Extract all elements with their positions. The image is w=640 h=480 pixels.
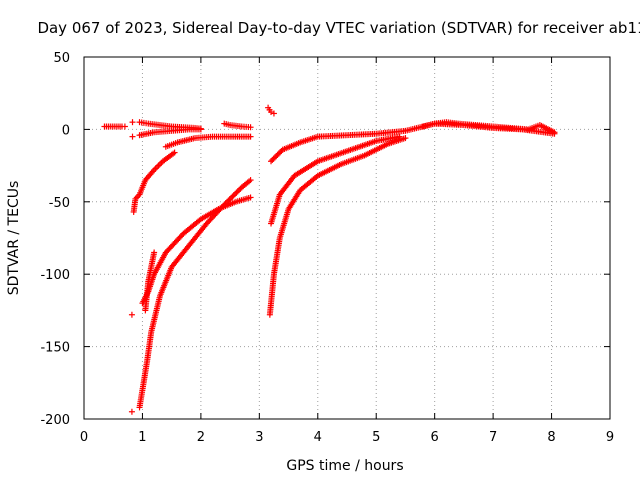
data-point — [551, 129, 558, 136]
data-point — [270, 110, 277, 117]
data-point — [225, 197, 232, 204]
data-point — [226, 196, 233, 203]
data-point — [247, 133, 254, 140]
series-arc-12 — [268, 133, 403, 227]
x-tick-label: 5 — [372, 430, 380, 445]
data-point — [121, 123, 128, 130]
data-point — [230, 192, 237, 199]
series-arc-7 — [142, 249, 158, 314]
data-point — [223, 199, 230, 206]
data-point — [222, 200, 229, 207]
data-point — [228, 195, 235, 202]
data-point — [151, 249, 158, 256]
x-axis-ticks: 0 1 2 3 4 5 6 7 8 9 — [80, 57, 614, 445]
series-arc-9 — [221, 120, 254, 131]
data-points — [101, 104, 558, 415]
stray-point — [129, 133, 136, 140]
x-tick-label: 8 — [547, 430, 555, 445]
plot-frame — [83, 56, 611, 420]
x-tick-label: 9 — [606, 430, 614, 445]
series-arc-8 — [162, 133, 254, 150]
x-axis-label: GPS time / hours — [286, 458, 403, 474]
y-tick-label: 50 — [53, 51, 70, 66]
data-point — [233, 189, 240, 196]
data-point — [229, 193, 236, 200]
y-tick-label: -50 — [49, 196, 70, 211]
data-point — [247, 194, 254, 201]
x-tick-label: 4 — [314, 430, 322, 445]
stray-point — [128, 408, 135, 415]
series-arc-3 — [136, 126, 204, 139]
data-point — [232, 191, 239, 198]
y-tick-label: -150 — [40, 341, 70, 356]
series-arc-14 — [419, 119, 558, 136]
y-axis-label: SDTVAR / TECUs — [6, 181, 22, 296]
y-tick-label: 0 — [62, 123, 70, 138]
y-tick-label: -200 — [40, 413, 70, 428]
stray-point — [128, 311, 135, 318]
data-point — [247, 177, 254, 184]
data-point — [278, 147, 285, 154]
chart-title: Day 067 of 2023, Sidereal Day-to-day VTE… — [37, 19, 640, 37]
stray-point — [129, 119, 136, 126]
x-tick-label: 0 — [80, 430, 88, 445]
series-arc-13 — [266, 135, 409, 318]
data-point — [236, 186, 243, 193]
x-tick-label: 1 — [138, 430, 146, 445]
data-point — [402, 135, 409, 142]
x-tick-label: 2 — [197, 430, 205, 445]
data-point — [234, 188, 241, 195]
series-arc-6 — [136, 177, 254, 411]
series-arc-1 — [101, 123, 128, 130]
data-point — [247, 124, 254, 131]
y-tick-label: -100 — [40, 268, 70, 283]
series-arc-4 — [130, 149, 178, 215]
x-tick-label: 7 — [489, 430, 497, 445]
data-point — [197, 126, 204, 133]
x-tick-label: 3 — [255, 430, 263, 445]
data-point — [220, 203, 227, 210]
data-point — [221, 201, 228, 208]
data-point — [171, 149, 178, 156]
y-axis-ticks: 50 0 -50 -100 -150 -200 — [40, 51, 610, 428]
series-arc-10 — [265, 104, 277, 117]
grid-lines — [84, 57, 610, 419]
x-tick-label: 6 — [431, 430, 439, 445]
